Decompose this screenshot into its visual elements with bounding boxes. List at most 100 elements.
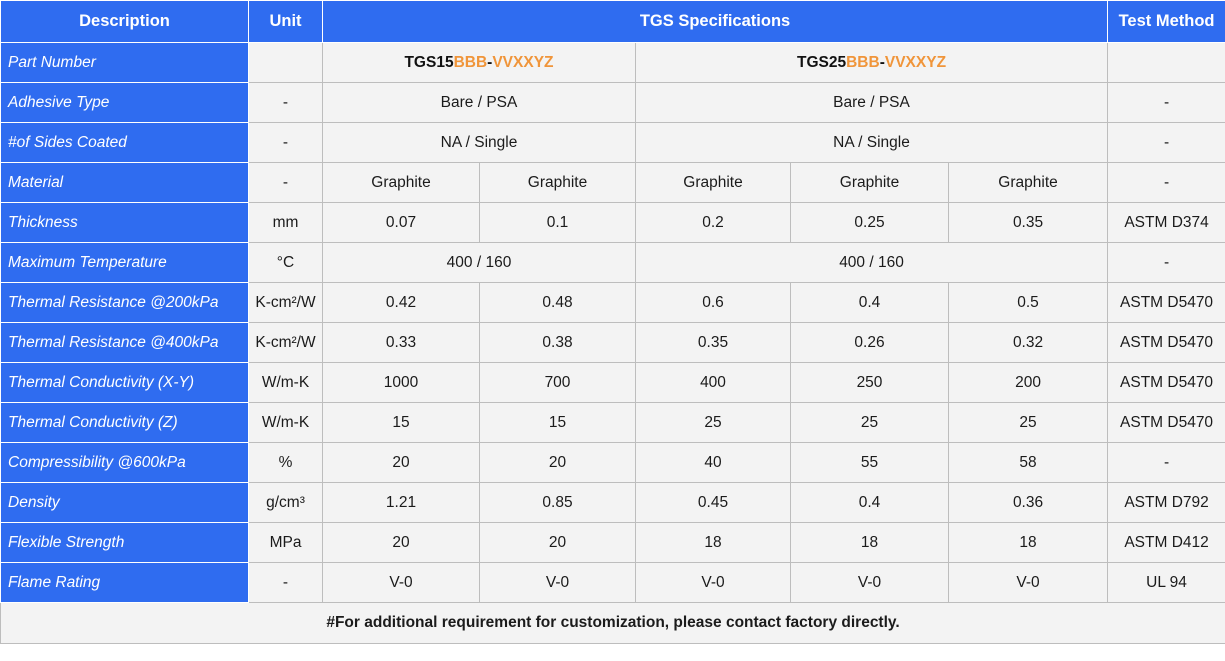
- row-thermal-resistance-200: Thermal Resistance @200kPa K-cm²/W 0.42 …: [0, 282, 1225, 323]
- value-cell: 0.25: [790, 202, 949, 243]
- unit-cell: K-cm²/W: [248, 322, 323, 363]
- test-method-cell: -: [1107, 162, 1225, 203]
- row-label: Adhesive Type: [0, 82, 249, 123]
- value-cell: V-0: [479, 562, 636, 603]
- value-cell: 20: [479, 522, 636, 563]
- value-cell: 0.07: [322, 202, 480, 243]
- row-label: Part Number: [0, 42, 249, 83]
- row-adhesive-type: Adhesive Type - Bare / PSA Bare / PSA -: [0, 82, 1225, 123]
- value-cell: 250: [790, 362, 949, 403]
- row-label: Thermal Conductivity (Z): [0, 402, 249, 443]
- value-cell: 18: [790, 522, 949, 563]
- row-thickness: Thickness mm 0.07 0.1 0.2 0.25 0.35 ASTM…: [0, 202, 1225, 243]
- value-cell: Graphite: [790, 162, 949, 203]
- footer-row: #For additional requirement for customiz…: [0, 602, 1225, 644]
- value-cell: 0.45: [635, 482, 791, 523]
- value-cell: 20: [479, 442, 636, 483]
- row-material: Material - Graphite Graphite Graphite Gr…: [0, 162, 1225, 203]
- value-cell: 0.5: [947, 282, 1109, 323]
- value-cell: NA / Single: [634, 122, 1109, 163]
- value-cell: 0.85: [479, 482, 636, 523]
- value-cell: Graphite: [322, 162, 480, 203]
- value-cell: 0.48: [479, 282, 636, 323]
- unit-cell: mm: [248, 202, 323, 243]
- value-cell: Graphite: [635, 162, 791, 203]
- value-cell: 400 / 160: [322, 242, 636, 283]
- value-cell: 25: [790, 402, 949, 443]
- part-dash: -: [487, 53, 493, 71]
- value-cell: 1.21: [322, 482, 480, 523]
- unit-cell: K-cm²/W: [248, 282, 323, 323]
- unit-cell: %: [248, 442, 323, 483]
- value-cell: Graphite: [479, 162, 636, 203]
- value-cell: 15: [322, 402, 480, 443]
- footer-note: #For additional requirement for customiz…: [0, 602, 1225, 644]
- header-description: Description: [0, 0, 249, 43]
- test-method-cell: ASTM D5470: [1107, 282, 1225, 323]
- row-sides-coated: #of Sides Coated - NA / Single NA / Sing…: [0, 122, 1225, 163]
- value-cell: 0.36: [947, 482, 1109, 523]
- test-method-cell: -: [1107, 82, 1225, 123]
- value-cell: 0.38: [479, 322, 636, 363]
- test-method-cell: -: [1107, 442, 1225, 483]
- unit-cell: g/cm³: [248, 482, 323, 523]
- value-cell: 400 / 160: [634, 242, 1109, 283]
- test-method-cell: ASTM D412: [1107, 522, 1225, 563]
- header-row: Description Unit TGS Specifications Test…: [0, 0, 1225, 43]
- part-suffix-code: VVXXYZ: [492, 53, 554, 71]
- unit-cell: [248, 42, 323, 83]
- value-cell: 55: [790, 442, 949, 483]
- test-method-cell: ASTM D374: [1107, 202, 1225, 243]
- row-label: Thermal Resistance @400kPa: [0, 322, 249, 363]
- value-cell: 700: [479, 362, 636, 403]
- unit-cell: W/m-K: [248, 402, 323, 443]
- part-suffix-code: BBB: [453, 53, 488, 71]
- row-density: Density g/cm³ 1.21 0.85 0.45 0.4 0.36 AS…: [0, 482, 1225, 523]
- value-cell: 0.4: [790, 482, 949, 523]
- value-cell: Bare / PSA: [322, 82, 636, 123]
- part-dash: -: [879, 53, 885, 71]
- part-suffix-code: BBB: [846, 53, 880, 71]
- row-label: Flexible Strength: [0, 522, 249, 563]
- value-cell: V-0: [790, 562, 949, 603]
- spec-table: Description Unit TGS Specifications Test…: [0, 0, 1225, 644]
- value-cell: 0.6: [635, 282, 791, 323]
- part-suffix-code: VVXXYZ: [884, 53, 947, 71]
- row-label: Compressibility @600kPa: [0, 442, 249, 483]
- row-label: Density: [0, 482, 249, 523]
- value-cell: 18: [635, 522, 791, 563]
- value-cell: 25: [635, 402, 791, 443]
- value-cell: 0.35: [635, 322, 791, 363]
- unit-cell: -: [248, 562, 323, 603]
- row-label: Thermal Conductivity (X-Y): [0, 362, 249, 403]
- row-flame-rating: Flame Rating - V-0 V-0 V-0 V-0 V-0 UL 94: [0, 562, 1225, 603]
- value-cell: V-0: [322, 562, 480, 603]
- row-compressibility: Compressibility @600kPa % 20 20 40 55 58…: [0, 442, 1225, 483]
- value-cell: V-0: [635, 562, 791, 603]
- test-method-cell: [1107, 42, 1225, 83]
- unit-cell: W/m-K: [248, 362, 323, 403]
- test-method-cell: UL 94: [1107, 562, 1225, 603]
- row-thermal-resistance-400: Thermal Resistance @400kPa K-cm²/W 0.33 …: [0, 322, 1225, 363]
- unit-cell: -: [248, 162, 323, 203]
- value-cell: 0.2: [635, 202, 791, 243]
- part-number-tgs15: TGS15BBB-VVXXYZ: [322, 42, 636, 83]
- value-cell: 0.4: [790, 282, 949, 323]
- row-label: Thermal Resistance @200kPa: [0, 282, 249, 323]
- row-label: Flame Rating: [0, 562, 249, 603]
- value-cell: Graphite: [947, 162, 1109, 203]
- row-flexible-strength: Flexible Strength MPa 20 20 18 18 18 AST…: [0, 522, 1225, 563]
- test-method-cell: ASTM D792: [1107, 482, 1225, 523]
- test-method-cell: -: [1107, 242, 1225, 283]
- value-cell: V-0: [947, 562, 1109, 603]
- value-cell: 0.33: [322, 322, 480, 363]
- row-thermal-conductivity-z: Thermal Conductivity (Z) W/m-K 15 15 25 …: [0, 402, 1225, 443]
- unit-cell: -: [248, 122, 323, 163]
- value-cell: Bare / PSA: [634, 82, 1109, 123]
- part-prefix: TGS25: [797, 53, 847, 71]
- unit-cell: °C: [248, 242, 323, 283]
- value-cell: 0.1: [479, 202, 636, 243]
- part-number-tgs25: TGS25BBB-VVXXYZ: [634, 42, 1109, 83]
- row-label: Thickness: [0, 202, 249, 243]
- test-method-cell: ASTM D5470: [1107, 402, 1225, 443]
